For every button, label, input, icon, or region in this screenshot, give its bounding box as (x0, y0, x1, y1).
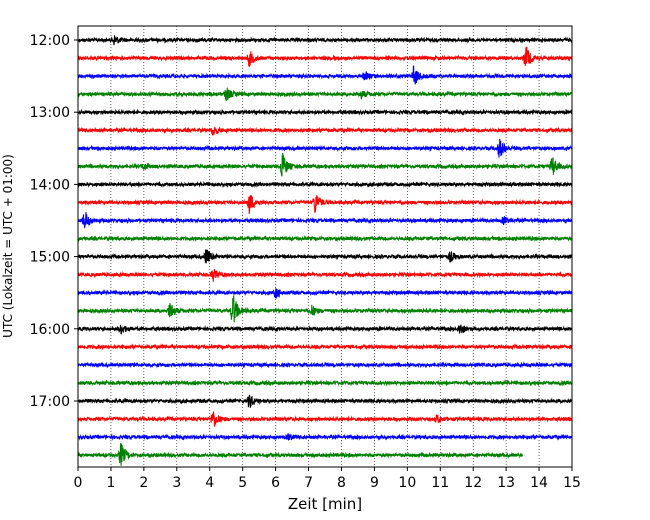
y-tick-label: 16:00 (30, 322, 70, 338)
trace-line (77, 126, 573, 136)
trace-line (77, 394, 573, 408)
trace-line (77, 138, 573, 158)
trace-line (77, 234, 573, 243)
y-tick-label: 12:00 (30, 33, 70, 49)
trace-line (77, 108, 573, 116)
trace-line (77, 195, 573, 214)
y-axis-label: UTC (Lokalzeit = UTC + 01:00) (1, 154, 15, 338)
x-tick-label: 0 (74, 475, 83, 491)
trace-line (77, 295, 573, 323)
trace-line (77, 46, 573, 67)
trace-line (77, 433, 573, 441)
trace-line (77, 411, 573, 427)
x-tick-label: 11 (431, 475, 449, 491)
trace-line (77, 343, 573, 351)
x-tick-label: 12 (464, 475, 482, 491)
x-axis-ticks: 0 1 2 3 4 5 6 7 8 9 10 11 12 13 14 15 (74, 467, 581, 491)
x-tick-label: 7 (304, 475, 313, 491)
trace-line (77, 269, 573, 282)
x-tick-label: 9 (370, 475, 379, 491)
x-tick-label: 14 (530, 475, 548, 491)
x-tick-label: 5 (238, 475, 247, 491)
trace-line (77, 288, 573, 299)
y-tick-label: 13:00 (30, 105, 70, 121)
trace-line (77, 249, 573, 264)
x-tick-label: 2 (139, 475, 148, 491)
x-tick-label: 3 (172, 475, 181, 491)
trace-line (77, 87, 573, 102)
x-tick-label: 10 (398, 475, 416, 491)
trace-line (77, 65, 573, 85)
x-tick-label: 6 (271, 475, 280, 491)
trace-line (77, 442, 524, 466)
y-tick-label: 15:00 (30, 250, 70, 266)
x-axis-label: Zeit [min] (288, 495, 362, 513)
trace-line (77, 361, 573, 369)
y-tick-label: 17:00 (30, 394, 70, 410)
trace-line (77, 153, 573, 177)
x-tick-label: 1 (106, 475, 115, 491)
trace-line (77, 180, 573, 189)
x-tick-label: 13 (497, 475, 515, 491)
x-tick-label: 4 (205, 475, 214, 491)
x-tick-label: 15 (563, 475, 581, 491)
y-axis-ticks: 12:00 13:00 14:00 15:00 16:00 17:00 (30, 33, 78, 410)
trace-series (77, 35, 573, 466)
trace-line (77, 324, 573, 335)
x-tick-label: 8 (337, 475, 346, 491)
plot-frame (77, 25, 573, 468)
trace-line (77, 212, 573, 229)
y-tick-label: 14:00 (30, 177, 70, 193)
trace-line (77, 379, 573, 387)
trace-line (77, 35, 573, 46)
